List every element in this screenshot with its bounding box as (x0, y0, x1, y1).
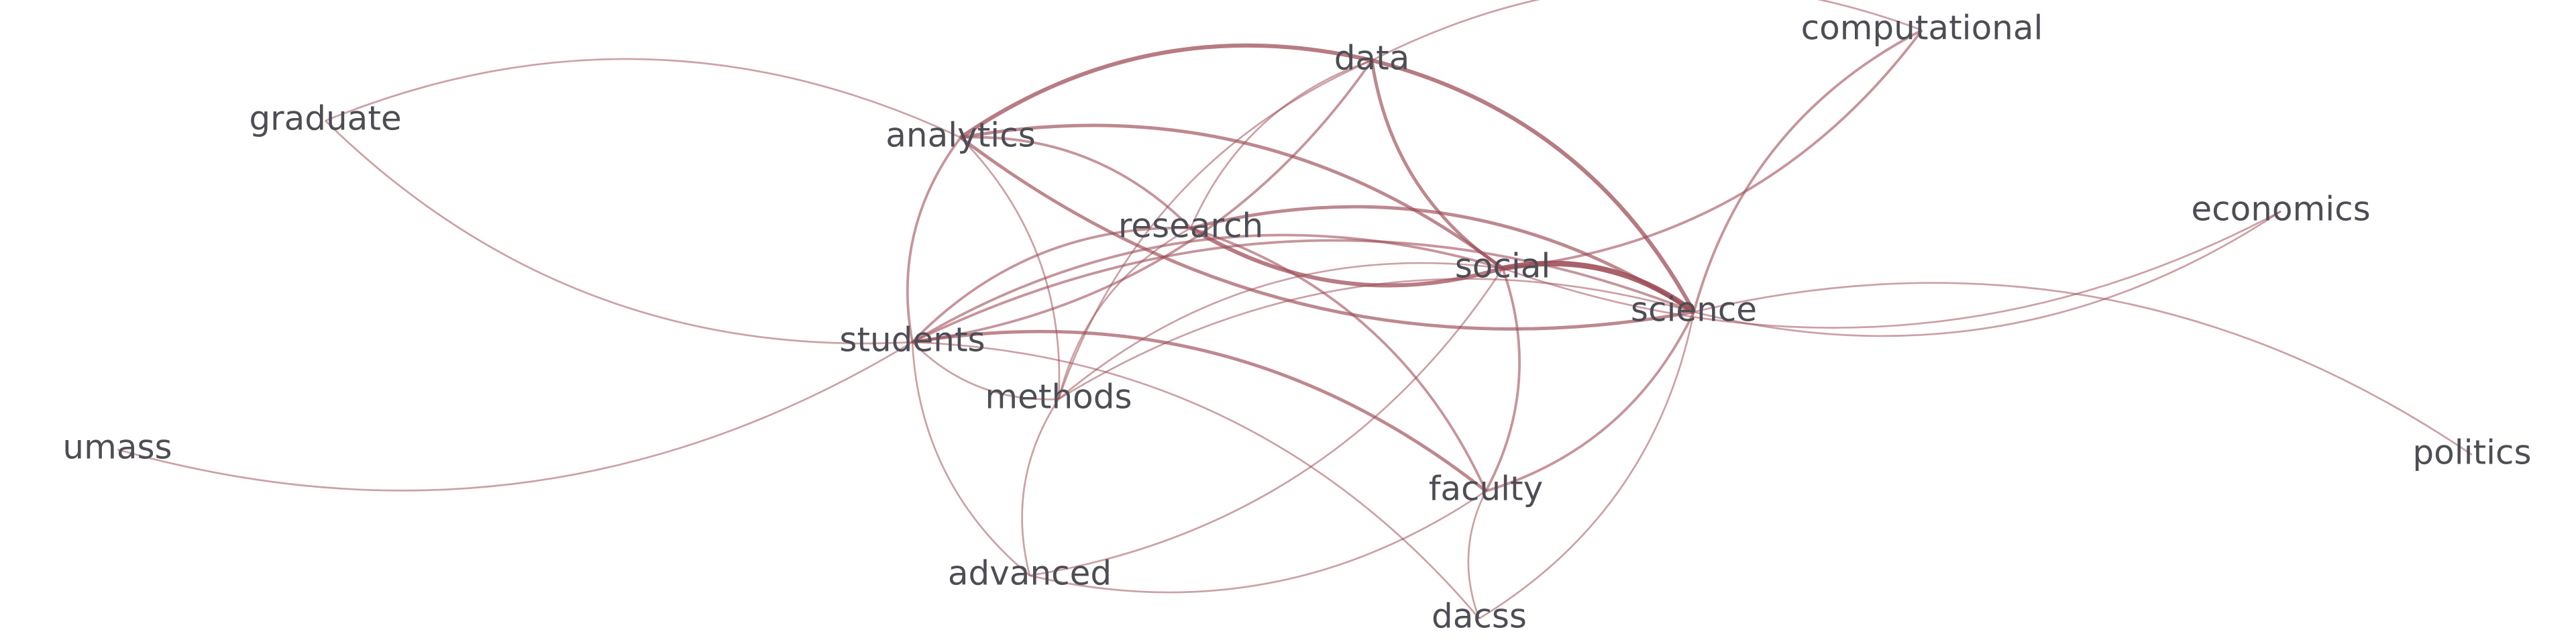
edge-analytics-students (906, 136, 962, 343)
edge-analytics-research (960, 136, 1192, 229)
edge-faculty-dacss (1467, 490, 1487, 619)
edge-research-science (1190, 205, 1695, 314)
node-label-umass: umass (62, 428, 172, 467)
edge-social-science (1502, 260, 1696, 315)
edge-science-politics (1693, 282, 2473, 456)
edge-social-methods (1058, 262, 1503, 400)
node-label-graduate: graduate (249, 99, 401, 138)
node-label-students: students (839, 321, 985, 360)
node-label-economics: economics (2191, 190, 2370, 229)
node-label-social: social (1455, 247, 1551, 286)
edge-students-methods (912, 341, 1059, 400)
node-label-faculty: faculty (1429, 470, 1544, 508)
label-layer: data computational graduate analytics resear… (62, 9, 2531, 636)
edge-research-students (911, 226, 1191, 343)
edge-research-methods (1057, 227, 1191, 400)
edge-students-umass (117, 341, 913, 492)
edge-data-computational (1371, 0, 1923, 62)
edge-data-social (1370, 60, 1504, 270)
edge-social-advanced (1029, 268, 1504, 577)
edge-students-faculty (912, 329, 1487, 492)
edge-methods-advanced (1021, 398, 1060, 576)
edge-graduate-students (325, 120, 913, 345)
node-label-advanced: advanced (948, 554, 1112, 593)
edge-science-faculty (1485, 311, 1695, 492)
edge-students-dacss (912, 341, 1481, 619)
node-label-analytics: analytics (885, 116, 1036, 155)
edge-analytics-social (960, 123, 1504, 270)
edge-faculty-advanced (1029, 490, 1487, 594)
node-label-data: data (1334, 39, 1410, 78)
edge-social-students (912, 233, 1503, 343)
node-label-science: science (1631, 290, 1757, 329)
edge-science-economics (1693, 210, 2282, 337)
edge-science-students (912, 239, 1695, 343)
edge-social-economics (1502, 210, 2282, 329)
edge-analytics-science (959, 136, 1695, 331)
edge-computational-science (1693, 29, 1923, 313)
edge-computational-social (1502, 29, 1923, 270)
edge-data-research (1189, 59, 1373, 229)
node-label-dacss: dacss (1432, 597, 1527, 636)
edge-analytics-methods (960, 137, 1061, 400)
edge-layer (117, 0, 2473, 620)
node-label-politics: politics (2412, 433, 2531, 472)
node-label-research: research (1118, 207, 1263, 246)
edge-data-students (912, 59, 1373, 343)
node-label-methods: methods (985, 378, 1132, 417)
edge-science-methods (1058, 278, 1695, 400)
edge-graduate-analytics (325, 58, 961, 139)
edge-data-science (1371, 58, 1696, 313)
node-label-computational: computational (1801, 9, 2043, 48)
edge-research-faculty (1190, 227, 1487, 492)
edge-social-faculty (1485, 268, 1521, 492)
edge-science-dacss (1479, 311, 1695, 620)
edge-students-advanced (911, 341, 1030, 577)
edge-data-analytics (959, 43, 1373, 140)
